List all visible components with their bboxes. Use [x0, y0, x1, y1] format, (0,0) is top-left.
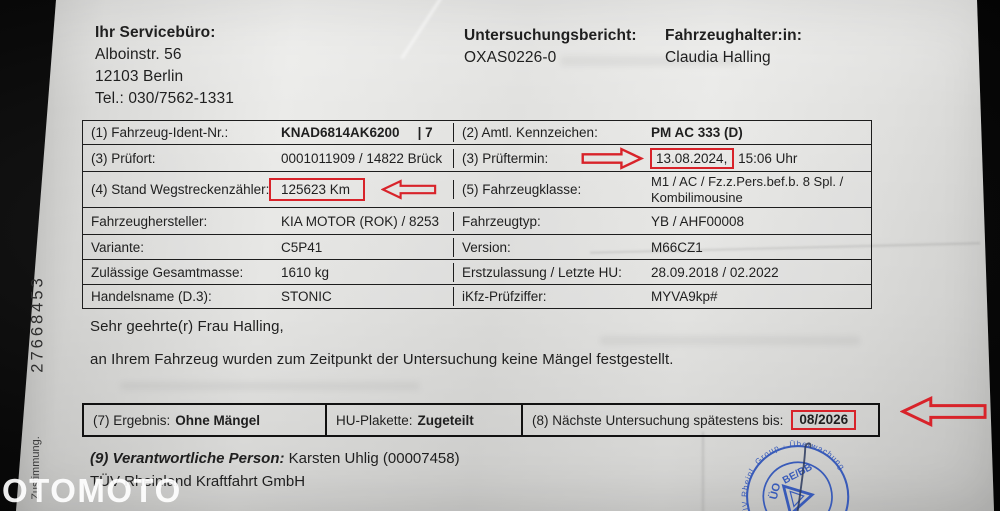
stamp-inner-top-text: BE/BB	[781, 462, 814, 487]
table-row: Variante: C5P41 Version: M66CZ1	[83, 234, 871, 259]
row-value: KNAD6814AK6200 | 7	[281, 125, 433, 140]
row-value: M1 / AC / Fz.z.Pers.bef.b. 8 Spl. / Kombi…	[651, 174, 844, 205]
row-value: 0001011909 / 14822 Brück	[281, 150, 443, 166]
row-label: Fahrzeughersteller:	[91, 213, 208, 229]
row-label: Handelsname (D.3):	[91, 289, 212, 305]
highlight-box-inspection-date: 13.08.2024,	[650, 147, 735, 169]
document-number-vertical: 27668453	[28, 275, 47, 373]
responsible-person-name: Karsten Uhlig (00007458)	[288, 450, 460, 467]
vehicle-data-table: (1) Fahrzeug-Ident-Nr.: KNAD6814AK6200 | …	[82, 120, 872, 310]
check-digit: | 7	[417, 125, 433, 140]
table-row: (1) Fahrzeug-Ident-Nr.: KNAD6814AK6200 | …	[83, 121, 871, 144]
highlight-box-odometer: 125623 Km	[269, 178, 366, 202]
plakette-label: HU-Plakette:	[336, 412, 413, 428]
tuv-rheinland-stamp: tion · TÜV Rheinl. Group · Überwachung Ü…	[727, 427, 860, 511]
red-arrow-left-icon	[900, 395, 987, 428]
ergebnis-label: (7) Ergebnis:	[93, 412, 171, 428]
responsible-person-line: (9) Verantwortliche Person: Karsten Uhli…	[90, 447, 460, 470]
row-label: Zulässige Gesamtmasse:	[91, 264, 244, 280]
row-value: YB / AHF00008	[651, 213, 745, 229]
report-number-value: OXAS0226-0	[464, 49, 557, 66]
row-value: PM AC 333 (D)	[651, 125, 743, 140]
row-value: 13.08.2024, 15:06 Uhr	[650, 146, 871, 171]
signature-stroke	[792, 442, 812, 511]
row-label: (1) Fahrzeug-Ident-Nr.:	[91, 125, 229, 140]
row-label: (4) Stand Wegstreckenzähler:	[91, 182, 270, 198]
red-arrow-right-icon	[581, 147, 645, 170]
table-row: Handelsname (D.3): STONIC iKfz-Prüfziffe…	[83, 284, 871, 308]
table-row: Zulässige Gesamtmasse: 1610 kg Erstzulas…	[83, 259, 871, 284]
service-office-street: Alboinstr. 56	[95, 46, 182, 63]
result-cell-next-inspection: (8) Nächste Untersuchung spätestens bis:…	[521, 405, 878, 435]
next-inspection-label: (8) Nächste Untersuchung spätestens bis:	[532, 412, 784, 428]
result-statement-line: an Ihrem Fahrzeug wurden zum Zeitpunkt d…	[90, 351, 674, 368]
row-label: (3) Prüfort:	[91, 150, 156, 166]
svg-text:tion · TÜV Rheinl. Group · Übe: tion · TÜV Rheinl. Group · Überwachung	[727, 427, 860, 511]
row-value: MYVA9kp#	[651, 289, 718, 305]
plakette-value: Zugeteilt	[417, 412, 474, 428]
row-value: STONIC	[281, 289, 332, 305]
row-value: KIA MOTOR (ROK) / 8253	[281, 213, 440, 229]
row-label: Version:	[453, 237, 651, 257]
otomoto-watermark: OTOMOTO	[2, 472, 182, 509]
stamp-ring-text: tion · TÜV Rheinl. Group · Überwachung	[727, 427, 860, 511]
result-cell-ergebnis: (7) Ergebnis: Ohne Mängel	[84, 405, 325, 435]
vehicle-holder-block: Fahrzeughalter:in: Claudia Halling	[665, 25, 802, 69]
paper-crease	[702, 432, 704, 511]
service-office-city: 12103 Berlin	[95, 68, 184, 85]
row-label: Erstzulassung / Letzte HU:	[453, 262, 651, 282]
salutation-line: Sehr geehrte(r) Frau Halling,	[90, 318, 284, 335]
row-value: 1610 kg	[281, 264, 330, 280]
stamp-inner-left-text: ÜO	[767, 481, 784, 501]
row-value: 28.09.2018 / 02.2022	[651, 264, 779, 280]
row-label: (3) Prüftermin:	[453, 148, 651, 168]
service-office-title: Ihr Servicebüro:	[95, 24, 216, 41]
table-row: (4) Stand Wegstreckenzähler: 125623 Km (…	[83, 171, 871, 207]
result-cell-plakette: HU-Plakette: Zugeteilt	[325, 405, 521, 435]
company-name: TÜV Rheinland Kraftfahrt GmbH	[90, 473, 306, 490]
bleed-through-smudge	[560, 56, 740, 66]
table-row: Fahrzeughersteller: KIA MOTOR (ROK) / 82…	[83, 207, 871, 234]
service-office-block: Ihr Servicebüro: Alboinstr. 56 12103 Ber…	[95, 22, 234, 110]
bleed-through-smudge	[120, 382, 420, 390]
bleed-through-smudge	[600, 336, 860, 345]
vehicle-holder-name: Claudia Halling	[665, 49, 771, 66]
row-label: Variante:	[91, 239, 145, 255]
responsible-person-block: (9) Verantwortliche Person: Karsten Uhli…	[90, 447, 460, 493]
table-row: (3) Prüfort: 0001011909 / 14822 Brück (3…	[83, 144, 871, 171]
ergebnis-value: Ohne Mängel	[175, 412, 261, 428]
row-label: (2) Amtl. Kennzeichen:	[453, 123, 651, 142]
service-office-phone: Tel.: 030/7562-1331	[95, 90, 234, 107]
inspection-result-bar: (7) Ergebnis: Ohne Mängel HU-Plakette: Z…	[82, 403, 880, 437]
row-value: C5P41	[281, 239, 323, 255]
stamp-triangle-icon	[781, 484, 815, 511]
vehicle-holder-title: Fahrzeughalter:in:	[665, 27, 803, 44]
responsible-person-label: (9) Verantwortliche Person:	[90, 450, 285, 467]
report-number-block: Untersuchungsbericht: OXAS0226-0	[464, 25, 637, 69]
row-label: iKfz-Prüfziffer:	[453, 287, 651, 307]
row-label: Fahrzeugtyp:	[453, 211, 651, 231]
report-number-title: Untersuchungsbericht:	[464, 27, 637, 44]
row-label: (5) Fahrzeugklasse:	[453, 180, 651, 200]
row-value: 125623 Km	[269, 176, 453, 203]
red-arrow-left-icon	[381, 179, 437, 200]
row-value: M66CZ1	[651, 239, 703, 255]
highlight-box-next-inspection: 08/2026	[791, 410, 857, 430]
